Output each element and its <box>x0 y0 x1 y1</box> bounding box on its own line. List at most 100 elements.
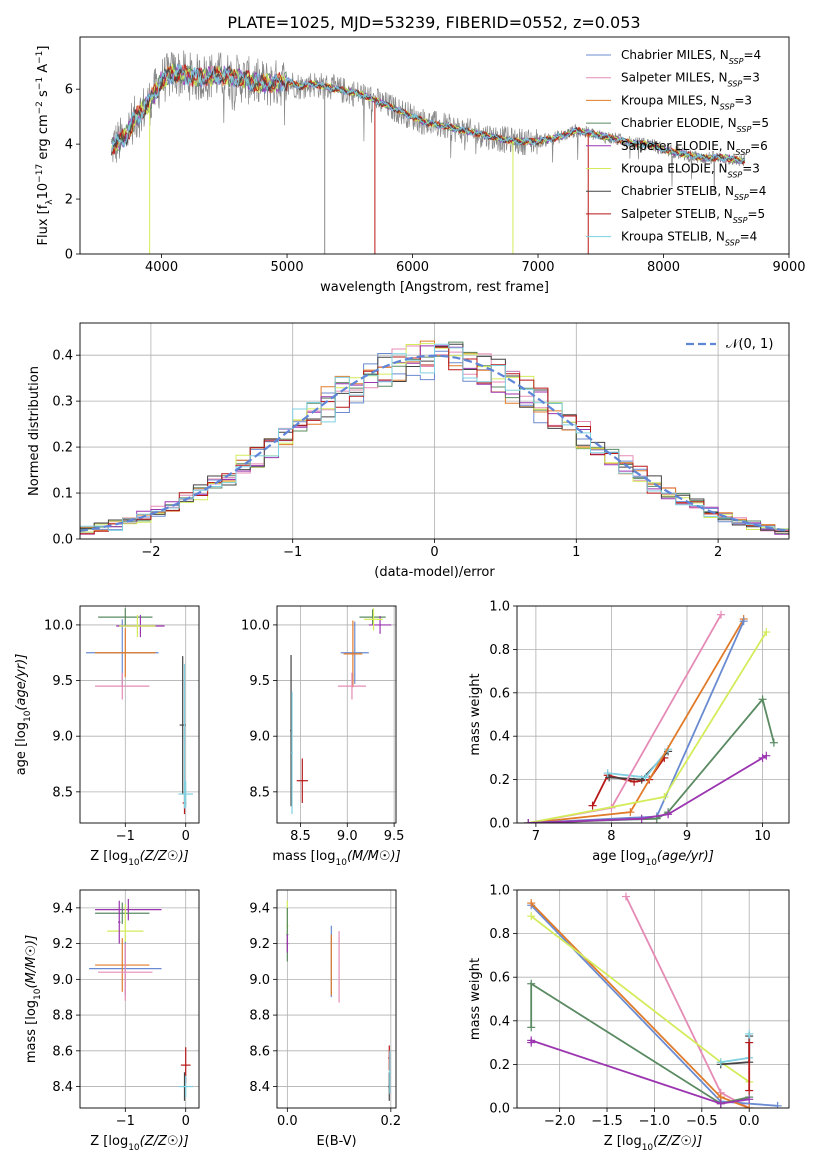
label-part: 10 <box>642 1143 654 1153</box>
x-tick-label: 10 <box>754 829 771 844</box>
x-tick-label: 7 <box>532 829 540 844</box>
weight-lines <box>527 892 782 1108</box>
weight-vs-Z-panel: −2.0 −1.5 −1.0 −0.5 0.0 0.0 0.2 0.4 0.6 0.8 1.0 Z [… <box>468 884 790 1153</box>
histograms <box>80 340 789 538</box>
y-tick-label: 0.2 <box>489 1058 510 1073</box>
legend-label-sub: SSP <box>729 57 744 66</box>
legend-label-count: =3 <box>742 71 760 85</box>
mass-vs-Z-panel: −1 08.48.68.89.09.29.4Z [log10(Z/Z☉)]mass… <box>24 889 200 1153</box>
x-tick-label: 8000 <box>647 260 680 275</box>
legend-label-count: =3 <box>742 162 760 176</box>
label-part: mass [log <box>24 1000 39 1063</box>
y-tick-label: 0.4 <box>489 1014 510 1029</box>
legend-label-main: Salpeter MILES, N <box>621 71 728 85</box>
legend-label-main: Salpeter STELIB, N <box>621 207 733 221</box>
label-part: s <box>36 90 51 101</box>
label-part: ☉ <box>379 849 391 864</box>
label-part: 10 <box>128 1143 140 1153</box>
label-part: ☉ <box>167 849 179 864</box>
y-tick-label: 10.0 <box>44 618 73 633</box>
x-tick-label: −1 <box>283 545 302 560</box>
age-vs-mass-panel: 8.5 9.0 9.5 8.5 9.0 9.5 10.0 mass [log10(M/M☉)] <box>241 605 404 868</box>
legend-label-sub: SSP <box>720 102 735 111</box>
legend-label: Salpeter MILES, NSSP=3 <box>621 71 760 89</box>
x-axis-label: wavelength [Angstrom, rest frame] <box>320 280 549 295</box>
y-tick-label: 0.4 <box>489 730 510 745</box>
x-tick-label: 9 <box>683 829 691 844</box>
y-tick-label: 8.6 <box>249 1044 270 1059</box>
legend-label-count: =5 <box>747 207 765 221</box>
label-part: )] <box>390 849 401 864</box>
axes-frame <box>516 889 790 1109</box>
legend-label-main: Kroupa STELIB, N <box>621 230 725 244</box>
axes-frame <box>79 889 200 1109</box>
x-axis-label: age [log10(age/yr)] <box>592 849 714 868</box>
legend-label-main: Kroupa MILES, N <box>621 93 720 107</box>
y-tick-label: 0.0 <box>489 1102 510 1117</box>
label-part: (Z/Z <box>653 1134 681 1149</box>
x-tick-label: 5000 <box>271 260 304 275</box>
legend-label-count: =4 <box>749 184 767 198</box>
label-part: (age/yr)] <box>14 654 29 711</box>
label-part: erg cm <box>36 114 51 163</box>
label-part: (Z/Z <box>140 1134 168 1149</box>
y-tick-label: 0.3 <box>52 395 73 410</box>
label-part: )] <box>178 1134 189 1149</box>
y-tick-label: 9.2 <box>52 937 73 952</box>
label-part: Flux [f <box>36 204 51 245</box>
x-tick-label: 6000 <box>396 260 429 275</box>
y-tick-label: 0.6 <box>489 971 510 986</box>
legend-label-sub: SSP <box>734 193 749 202</box>
label-part: (Z/Z <box>140 849 168 864</box>
y-tick-label: 0.2 <box>52 441 73 456</box>
legend-label: Salpeter STELIB, NSSP=5 <box>621 207 765 225</box>
legend-label-sub: SSP <box>728 170 743 179</box>
y-tick-label: 9.5 <box>249 674 270 689</box>
y-tick-label: 0.2 <box>489 773 510 788</box>
x-tick-label: 0.2 <box>380 1114 401 1129</box>
mass-vs-ebv-panel: 0.0 0.2 8.4 8.6 8.8 9.0 9.2 9.4 E(B-V) <box>249 889 401 1149</box>
y-axis-label: mass weight <box>468 958 483 1040</box>
legend-label-main: Chabrier ELODIE, N <box>621 116 737 130</box>
y-tick-label: 9.2 <box>249 937 270 952</box>
legend-label-main: Kroupa ELODIE, N <box>621 162 728 176</box>
axes-frame <box>79 36 790 255</box>
legend-label-sub: SSP <box>728 79 743 88</box>
y-tick-label: 9.4 <box>249 901 270 916</box>
label-part: −17 <box>35 164 45 183</box>
axes-frame <box>276 889 397 1109</box>
label-part: λ <box>45 199 55 205</box>
legend-label-main: Chabrier STELIB, N <box>621 184 734 198</box>
y-tick-label: 0 <box>65 248 73 263</box>
y-tick-label: 0.0 <box>52 533 73 548</box>
y-tick-label: 1.0 <box>489 884 510 899</box>
x-tick-label: 8 <box>607 829 615 844</box>
y-tick-label: 8.8 <box>249 1009 270 1024</box>
series-line <box>530 982 750 1105</box>
x-axis-label: Z [log10(Z/Z☉)] <box>604 1134 702 1153</box>
y-tick-label: 9.0 <box>249 973 270 988</box>
legend-label: Kroupa STELIB, NSSP=4 <box>621 230 757 248</box>
y-tick-label: 1.0 <box>489 600 510 615</box>
y-tick-label: 0.6 <box>489 686 510 701</box>
y-tick-label: 8.8 <box>52 1009 73 1024</box>
crosses <box>86 608 193 815</box>
y-axis-label: mass weight <box>468 673 483 755</box>
x-axis-label: E(B-V) <box>316 1134 356 1149</box>
y-tick-label: 8.4 <box>52 1080 73 1095</box>
x-tick-label: 9.0 <box>337 829 358 844</box>
y-tick-label: 9.4 <box>52 901 73 916</box>
x-tick-label: 0.0 <box>277 1114 298 1129</box>
y-axis-label: Normed distribution <box>27 366 42 496</box>
y-tick-label: 8.6 <box>52 1044 73 1059</box>
y-axis-label: mass [log10(M/M☉)] <box>24 935 43 1063</box>
label-part: Z [log <box>604 1134 642 1149</box>
label-part: 10 <box>33 988 43 1000</box>
y-tick-label: 0.8 <box>489 927 510 942</box>
residuals-panel: −2 −1 0 1 2 0.0 0.1 0.2 0.3 0.4 (data-model)/error… <box>27 322 790 580</box>
y-tick-label: 4 <box>65 138 73 153</box>
x-tick-label: −1.5 <box>591 1114 623 1129</box>
